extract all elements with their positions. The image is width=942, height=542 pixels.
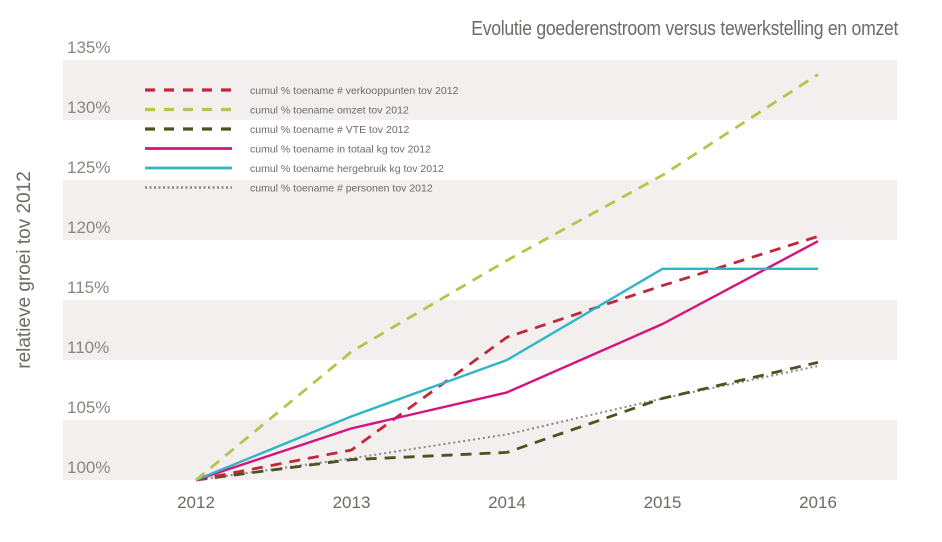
x-tick-label: 2016	[799, 493, 837, 512]
legend-label: cumul % toename # verkooppunten tov 2012	[250, 85, 459, 97]
y-tick-label: 135%	[67, 38, 110, 57]
grid-band	[63, 420, 897, 480]
series-lines	[195, 73, 819, 482]
y-tick-label: 100%	[67, 458, 110, 477]
y-tick-label: 105%	[67, 398, 110, 417]
legend: cumul % toename # verkooppunten tov 2012…	[145, 85, 459, 195]
y-tick-label: 130%	[67, 98, 110, 117]
legend-label: cumul % toename # VTE tov 2012	[250, 124, 409, 136]
legend-label: cumul % toename omzet tov 2012	[250, 105, 409, 117]
y-tick-label: 125%	[67, 158, 110, 177]
y-tick-label: 120%	[67, 218, 110, 237]
series-line	[195, 361, 819, 482]
legend-label: cumul % toename hergebruik kg tov 2012	[250, 163, 444, 175]
series-line	[195, 365, 819, 481]
y-tick-label: 115%	[67, 278, 109, 297]
x-tick-label: 2013	[333, 493, 371, 512]
x-tick-label: 2015	[644, 493, 682, 512]
grid-band	[63, 180, 897, 240]
series-line	[195, 235, 819, 482]
y-tick-label: 110%	[67, 338, 109, 357]
legend-label: cumul % toename # personen tov 2012	[250, 183, 433, 195]
series-line	[195, 267, 818, 482]
y-axis-ticks: 100% 105% 110% 115% 120% 125% 130% 135%	[67, 38, 110, 477]
chart-title: Evolutie goederenstroom versus tewerkste…	[471, 18, 898, 40]
legend-label: cumul % toename in totaal kg tov 2012	[250, 144, 431, 156]
series-line	[195, 73, 819, 482]
series-line	[195, 240, 819, 482]
grid-band	[63, 300, 897, 360]
x-tick-label: 2012	[177, 493, 215, 512]
x-tick-label: 2014	[488, 493, 526, 512]
x-axis-ticks: 2012 2013 2014 2015 2016	[177, 493, 837, 512]
